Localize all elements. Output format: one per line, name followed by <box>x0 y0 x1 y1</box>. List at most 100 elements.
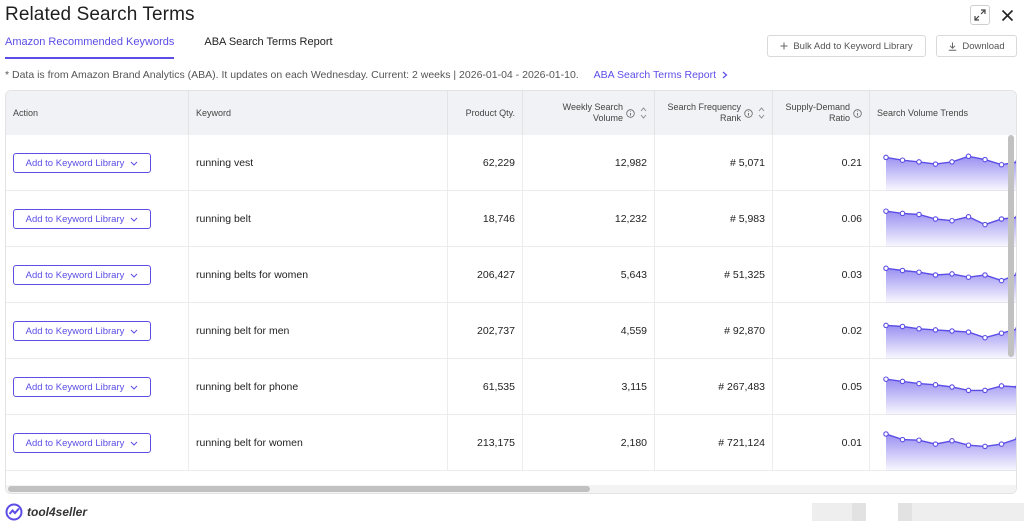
add-to-keyword-library-button[interactable]: Add to Keyword Library <box>13 209 151 229</box>
sparkline-point <box>932 327 939 333</box>
weekly-search-volume-value: 12,982 <box>614 157 647 169</box>
tab-amazon-recommended-keywords[interactable]: Amazon Recommended Keywords <box>5 36 175 59</box>
sparkline-point <box>916 269 922 275</box>
col-search-frequency-rank-header[interactable]: Search Frequency Rank <box>655 91 773 135</box>
info-icon[interactable] <box>744 108 753 118</box>
sparkline-point <box>883 154 889 161</box>
horizontal-scrollbar[interactable] <box>6 485 1016 493</box>
product-qty-cell: 18,746 <box>448 191 523 247</box>
dialog-title: Related Search Terms <box>5 4 195 25</box>
sparkline-point <box>1015 385 1016 389</box>
search-frequency-rank-cell: # 5,983 <box>655 191 773 247</box>
weekly-search-volume-value: 3,115 <box>621 381 648 393</box>
close-icon <box>1001 9 1013 21</box>
col-weekly-search-volume-header[interactable]: Weekly Search Volume <box>523 91 655 135</box>
sparkline-point <box>932 272 939 278</box>
search-frequency-rank-cell: # 5,071 <box>655 135 773 191</box>
sparkline-point <box>916 380 922 387</box>
tab-bar: Amazon Recommended Keywords ABA Search T… <box>5 36 363 59</box>
sparkline-point <box>1015 272 1016 276</box>
chevron-down-icon <box>131 217 138 222</box>
sparkline-point <box>932 441 939 447</box>
table-row: Add to Keyword Library running belt for m… <box>6 303 1016 359</box>
sparkline-point <box>965 387 972 394</box>
product-qty-cell: 61,535 <box>448 359 523 415</box>
weekly-search-volume-cell: 12,982 <box>523 135 655 191</box>
sparkline-point <box>899 323 906 330</box>
add-to-keyword-library-button[interactable]: Add to Keyword Library <box>13 377 151 397</box>
weekly-search-volume-cell: 5,643 <box>523 247 655 303</box>
sort-icon[interactable] <box>640 106 647 120</box>
weekly-search-volume-cell: 4,559 <box>523 303 655 359</box>
sparkline-point <box>949 271 955 277</box>
horizontal-scrollbar-thumb[interactable] <box>8 486 590 492</box>
weekly-search-volume-cell: 2,180 <box>523 415 655 471</box>
sparkline-point <box>965 214 972 220</box>
sparkline-point <box>1015 160 1016 164</box>
add-button-label: Add to Keyword Library <box>25 437 125 449</box>
search-volume-trend-cell <box>870 359 1016 415</box>
sparkline-point <box>998 383 1005 389</box>
keyword-text: running belts for women <box>196 269 309 281</box>
product-qty-value: 202,737 <box>477 325 515 337</box>
tab-aba-search-terms-report[interactable]: ABA Search Terms Report <box>204 36 333 48</box>
product-qty-value: 213,175 <box>477 437 515 449</box>
brand: tool4seller <box>5 503 87 521</box>
sparkline-point <box>949 328 955 334</box>
col-supply-demand-ratio-label: Supply-Demand Ratio <box>785 102 850 123</box>
weekly-search-volume-cell: 12,232 <box>523 191 655 247</box>
table-row: Add to Keyword Library running belt for w… <box>6 415 1016 471</box>
add-to-keyword-library-button[interactable]: Add to Keyword Library <box>13 433 151 453</box>
add-to-keyword-library-button[interactable]: Add to Keyword Library <box>13 153 151 173</box>
info-icon[interactable] <box>853 108 862 118</box>
search-frequency-rank-value: # 51,325 <box>724 269 765 281</box>
sparkline-area <box>886 211 1016 247</box>
supply-demand-ratio-value: 0.01 <box>841 437 862 449</box>
chevron-down-icon <box>131 273 138 278</box>
info-icon[interactable] <box>626 108 635 118</box>
search-frequency-rank-cell: # 267,483 <box>655 359 773 415</box>
brand-name: tool4seller <box>27 505 88 519</box>
sparkline-point <box>949 438 955 444</box>
table-row: Add to Keyword Library running belts for … <box>6 247 1016 303</box>
download-button[interactable]: Download <box>936 35 1017 57</box>
data-notice-text: * Data is from Amazon Brand Analytics (A… <box>5 69 579 81</box>
add-to-keyword-library-button[interactable]: Add to Keyword Library <box>13 321 151 341</box>
col-search-volume-trends-header: Search Volume Trends <box>870 91 1016 135</box>
vertical-scrollbar[interactable] <box>1007 135 1015 485</box>
aba-report-link[interactable]: ABA Search Terms Report <box>594 69 728 81</box>
sparkline-point <box>998 441 1005 447</box>
keyword-cell: running belt for women <box>189 415 448 471</box>
weekly-search-volume-value: 2,180 <box>620 437 647 449</box>
supply-demand-ratio-cell: 0.03 <box>773 247 870 303</box>
bulk-add-label: Bulk Add to Keyword Library <box>793 40 913 52</box>
close-button[interactable] <box>997 5 1017 25</box>
add-to-keyword-library-button[interactable]: Add to Keyword Library <box>13 265 151 285</box>
vertical-scrollbar-thumb[interactable] <box>1008 135 1014 357</box>
col-keyword-header: Keyword <box>189 91 448 135</box>
search-volume-sparkline <box>883 208 1016 247</box>
add-button-label: Add to Keyword Library <box>25 213 125 225</box>
sort-icon[interactable] <box>758 106 765 120</box>
keyword-table: Action Keyword Product Qty. Weekly Searc… <box>5 90 1017 494</box>
sparkline-point <box>982 443 988 450</box>
supply-demand-ratio-cell: 0.01 <box>773 415 870 471</box>
expand-button[interactable] <box>970 5 990 25</box>
supply-demand-ratio-value: 0.02 <box>841 325 862 337</box>
bulk-add-button[interactable]: Bulk Add to Keyword Library <box>767 35 926 57</box>
sparkline-point <box>899 157 906 163</box>
supply-demand-ratio-cell: 0.06 <box>773 191 870 247</box>
product-qty-cell: 206,427 <box>448 247 523 303</box>
weekly-search-volume-cell: 3,115 <box>523 359 655 415</box>
sparkline-point <box>916 326 922 332</box>
sparkline-point <box>1015 436 1016 441</box>
col-search-frequency-rank-label: Search Frequency Rank <box>667 102 741 123</box>
table-row: Add to Keyword Library running belt 18,746… <box>6 191 1016 247</box>
footer-placeholder <box>852 503 866 521</box>
supply-demand-ratio-cell: 0.02 <box>773 303 870 359</box>
sparkline-point <box>899 210 906 217</box>
weekly-search-volume-value: 4,559 <box>620 325 647 337</box>
sparkline-point <box>899 436 906 443</box>
sparkline-point <box>949 159 955 165</box>
keyword-text: running belt <box>196 213 251 225</box>
